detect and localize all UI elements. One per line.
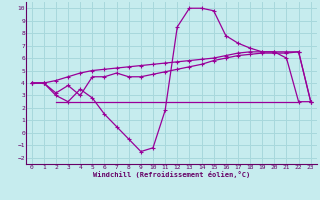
X-axis label: Windchill (Refroidissement éolien,°C): Windchill (Refroidissement éolien,°C)	[92, 171, 250, 178]
